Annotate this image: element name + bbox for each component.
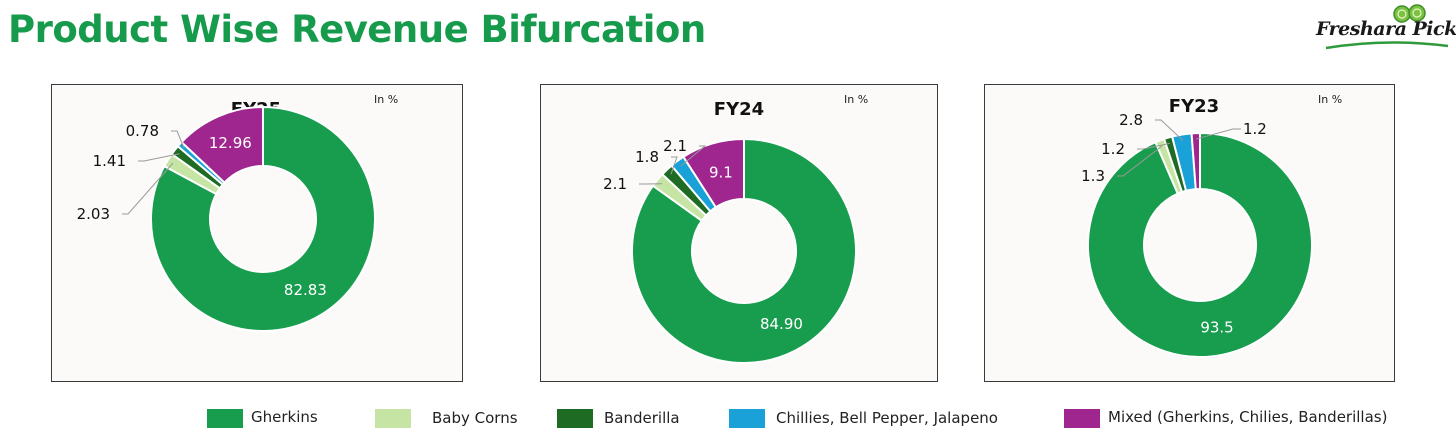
legend-swatch <box>1064 409 1100 428</box>
donut-chart-fy23: FY23 In % 93.5 1.3 1.2 2.8 1.2 <box>1081 93 1342 358</box>
data-label-gherkins: 84.90 <box>760 315 803 333</box>
legend-swatch <box>375 409 411 428</box>
leader-line <box>138 153 180 162</box>
chart-title: FY24 <box>714 99 764 120</box>
data-label-mixed-gherkins-chilies-banderillas: 1.2 <box>1243 120 1267 138</box>
legend-label: Banderilla <box>604 409 680 427</box>
data-label-gherkins: 82.83 <box>284 281 327 299</box>
slice-gherkins <box>631 137 857 364</box>
legend-swatch <box>729 409 765 428</box>
data-label-baby-corns: 2.03 <box>77 205 110 223</box>
leader-line <box>171 130 185 149</box>
chart-panel-fy24: FY24 In % 84.90 2.1 1.8 2.1 9.1 <box>540 84 938 382</box>
chart-title: FY23 <box>1169 96 1219 117</box>
unit-note: In % <box>844 93 868 106</box>
legend-swatch <box>557 409 593 428</box>
donut-chart-fy24: FY24 In %84.902.11.82.19.1 <box>603 93 868 364</box>
legend-label: Mixed (Gherkins, Chilies, Banderillas) <box>1108 408 1388 426</box>
leader-line <box>1155 119 1184 141</box>
leader-line <box>1195 128 1241 140</box>
leader-line <box>1137 142 1170 150</box>
slice-mixed-gherkins-chilies-banderillas <box>180 105 264 185</box>
legend-label: Baby Corns <box>432 409 518 427</box>
data-label-banderilla: 1.2 <box>1101 140 1125 158</box>
data-label-mixed-gherkins-chilies-banderillas: 12.96 <box>209 134 252 152</box>
data-label-banderilla: 1.41 <box>93 152 126 170</box>
brand-logo: Freshara Pickle <box>1316 4 1456 54</box>
legend-label: Chillies, Bell Pepper, Jalapeno <box>776 409 998 427</box>
unit-note: In % <box>1318 93 1342 106</box>
slice-gherkins <box>150 105 376 332</box>
slice-mixed-gherkins-chilies-banderillas <box>1190 131 1201 191</box>
logo-wordmark: Freshara Pickle <box>1316 18 1456 40</box>
chart-legend: Gherkins Baby Corns Banderilla Chillies,… <box>0 404 1456 434</box>
chart-panel-fy23: FY23 In % 93.5 1.3 1.2 2.8 1.2 <box>984 84 1395 382</box>
leader-line <box>1117 145 1163 177</box>
leader-line <box>670 156 678 175</box>
data-label-chillies-bell-pepper-jalapeno: 0.78 <box>126 122 159 140</box>
data-label-baby-corns: 1.3 <box>1081 167 1105 185</box>
data-label-chillies-bell-pepper-jalapeno: 2.1 <box>663 137 687 155</box>
data-label-chillies-bell-pepper-jalapeno: 2.8 <box>1119 111 1143 129</box>
unit-note: In % <box>374 93 398 106</box>
data-label-mixed-gherkins-chilies-banderillas: 9.1 <box>709 163 733 181</box>
data-label-gherkins: 93.5 <box>1200 318 1233 336</box>
page-title: Product Wise Revenue Bifurcation <box>8 8 706 51</box>
slice-mixed-gherkins-chilies-banderillas <box>682 137 745 209</box>
cucumber-slices-icon <box>1325 4 1449 50</box>
data-label-baby-corns: 2.1 <box>603 175 627 193</box>
data-label-banderilla: 1.8 <box>635 148 659 166</box>
leader-line <box>122 162 174 215</box>
legend-swatch <box>207 409 243 428</box>
leader-line <box>680 145 707 167</box>
legend-label: Gherkins <box>251 408 318 426</box>
slice-gherkins <box>1087 131 1313 358</box>
